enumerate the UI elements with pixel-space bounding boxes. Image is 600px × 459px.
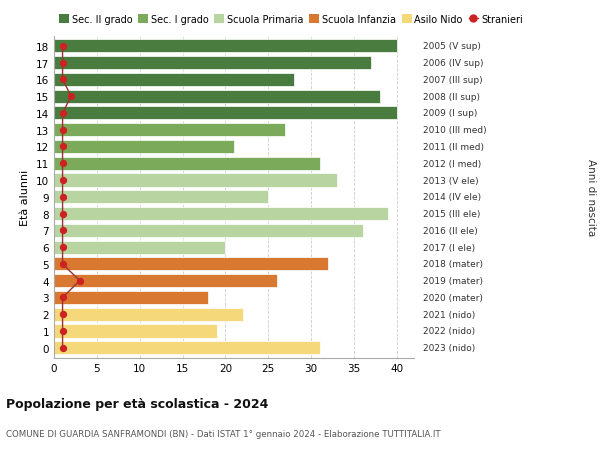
Text: 2010 (III med): 2010 (III med) bbox=[423, 126, 487, 135]
Text: 2018 (mater): 2018 (mater) bbox=[423, 260, 483, 269]
Bar bbox=[54, 308, 242, 321]
Point bbox=[58, 194, 67, 201]
Point bbox=[58, 244, 67, 251]
Bar bbox=[54, 241, 226, 254]
Bar bbox=[54, 174, 337, 187]
Point bbox=[67, 93, 76, 101]
Text: 2012 (I med): 2012 (I med) bbox=[423, 159, 481, 168]
Bar bbox=[54, 291, 208, 304]
Bar bbox=[54, 90, 380, 103]
Point bbox=[58, 144, 67, 151]
Bar bbox=[54, 107, 397, 120]
Text: 2009 (I sup): 2009 (I sup) bbox=[423, 109, 478, 118]
Legend: Sec. II grado, Sec. I grado, Scuola Primaria, Scuola Infanzia, Asilo Nido, Stran: Sec. II grado, Sec. I grado, Scuola Prim… bbox=[55, 11, 527, 28]
Bar bbox=[54, 191, 268, 204]
Bar bbox=[54, 258, 328, 271]
Point bbox=[58, 110, 67, 118]
Point bbox=[58, 261, 67, 268]
Point bbox=[58, 77, 67, 84]
Point bbox=[58, 227, 67, 235]
Bar bbox=[54, 274, 277, 288]
Text: 2015 (III ele): 2015 (III ele) bbox=[423, 210, 481, 218]
Point bbox=[58, 60, 67, 67]
Bar bbox=[54, 224, 362, 237]
Point bbox=[58, 210, 67, 218]
Text: 2013 (V ele): 2013 (V ele) bbox=[423, 176, 479, 185]
Text: COMUNE DI GUARDIA SANFRAMONDI (BN) - Dati ISTAT 1° gennaio 2024 - Elaborazione T: COMUNE DI GUARDIA SANFRAMONDI (BN) - Dat… bbox=[6, 429, 440, 438]
Text: 2007 (III sup): 2007 (III sup) bbox=[423, 76, 482, 85]
Point bbox=[58, 311, 67, 318]
Bar bbox=[54, 157, 320, 170]
Text: Popolazione per età scolastica - 2024: Popolazione per età scolastica - 2024 bbox=[6, 397, 268, 410]
Text: 2008 (II sup): 2008 (II sup) bbox=[423, 92, 480, 101]
Bar bbox=[54, 57, 371, 70]
Text: 2022 (nido): 2022 (nido) bbox=[423, 327, 475, 336]
Bar bbox=[54, 124, 286, 137]
Text: 2011 (II med): 2011 (II med) bbox=[423, 143, 484, 151]
Y-axis label: Età alunni: Età alunni bbox=[20, 169, 31, 225]
Bar bbox=[54, 341, 320, 354]
Text: 2006 (IV sup): 2006 (IV sup) bbox=[423, 59, 484, 68]
Point bbox=[58, 294, 67, 302]
Point bbox=[58, 43, 67, 50]
Point bbox=[58, 177, 67, 185]
Text: 2017 (I ele): 2017 (I ele) bbox=[423, 243, 475, 252]
Point bbox=[58, 160, 67, 168]
Bar bbox=[54, 140, 234, 154]
Point bbox=[58, 344, 67, 352]
Text: 2023 (nido): 2023 (nido) bbox=[423, 343, 475, 353]
Bar bbox=[54, 207, 388, 221]
Text: Anni di nascita: Anni di nascita bbox=[586, 159, 596, 236]
Point bbox=[58, 127, 67, 134]
Text: 2020 (mater): 2020 (mater) bbox=[423, 293, 483, 302]
Bar bbox=[54, 74, 294, 87]
Bar bbox=[54, 40, 397, 53]
Point bbox=[58, 328, 67, 335]
Text: 2014 (IV ele): 2014 (IV ele) bbox=[423, 193, 481, 202]
Text: 2021 (nido): 2021 (nido) bbox=[423, 310, 475, 319]
Point bbox=[75, 277, 85, 285]
Text: 2019 (mater): 2019 (mater) bbox=[423, 277, 483, 285]
Bar bbox=[54, 325, 217, 338]
Text: 2016 (II ele): 2016 (II ele) bbox=[423, 226, 478, 235]
Text: 2005 (V sup): 2005 (V sup) bbox=[423, 42, 481, 51]
